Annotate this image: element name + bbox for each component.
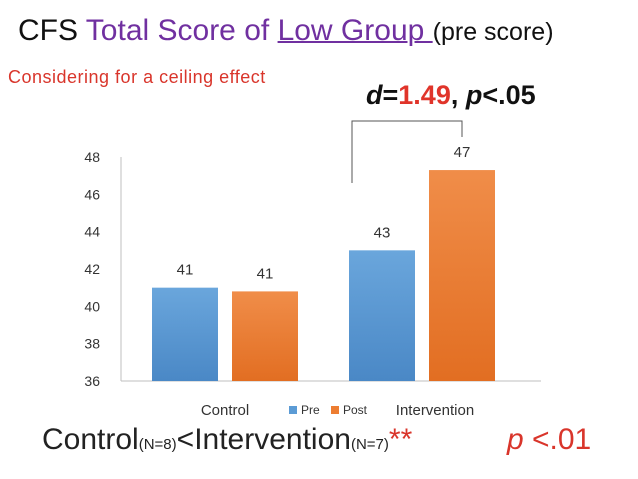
intervention-text: Intervention: [194, 423, 351, 456]
control-n: (N=8): [138, 436, 177, 453]
y-tick-label: 42: [84, 261, 100, 277]
legend-swatch-pre: [289, 406, 297, 414]
effect-size-annotation: d=1.49, p<.05: [366, 80, 536, 111]
y-tick-label: 38: [84, 336, 100, 352]
y-tick-label: 48: [84, 149, 100, 165]
slide-title: CFS Total Score of Low Group (pre score): [18, 14, 554, 48]
title-cfs: CFS: [18, 14, 86, 47]
data-label: 41: [257, 265, 274, 282]
less-than-sign: <: [176, 423, 195, 456]
bar-pre-control: [152, 287, 218, 381]
group-p-rest: <.01: [523, 423, 592, 456]
d-label: d: [366, 80, 383, 110]
p-label: p: [465, 80, 483, 110]
d-value: 1.49: [398, 80, 451, 110]
title-total-score: Total Score of: [85, 14, 278, 47]
stat-separator: ,: [450, 80, 466, 110]
intervention-n: (N=7): [350, 436, 389, 453]
bar-post-intervention: [429, 170, 495, 381]
bar-pre-intervention: [349, 250, 415, 381]
data-label: 47: [454, 144, 471, 161]
data-label: 43: [374, 224, 391, 241]
y-tick-label: 46: [84, 186, 100, 202]
legend-label-post: Post: [343, 403, 368, 417]
p-rest: <.05: [482, 80, 536, 110]
title-low-group: Low Group: [277, 14, 433, 47]
significance-stars: **: [388, 423, 413, 456]
y-tick-label: 44: [84, 224, 100, 240]
group-comparison: Control(N=8)<Intervention(N=7)**: [42, 423, 412, 457]
control-text: Control: [42, 423, 139, 456]
title-pre-score: (pre score): [432, 18, 554, 46]
comparison-bracket: [351, 120, 463, 183]
subtitle: Considering for a ceiling effect: [8, 67, 266, 87]
category-label: Intervention: [396, 402, 474, 419]
data-label: 41: [177, 262, 194, 279]
group-p-label: p: [507, 423, 524, 456]
legend-label-pre: Pre: [301, 403, 320, 417]
y-tick-label: 36: [84, 373, 100, 389]
equals-sign: =: [382, 80, 399, 110]
category-label: Control: [201, 402, 249, 419]
y-tick-label: 40: [84, 298, 100, 314]
group-p-value: p <.01: [507, 423, 591, 457]
legend-swatch-post: [331, 406, 339, 414]
bar-post-control: [232, 291, 298, 381]
